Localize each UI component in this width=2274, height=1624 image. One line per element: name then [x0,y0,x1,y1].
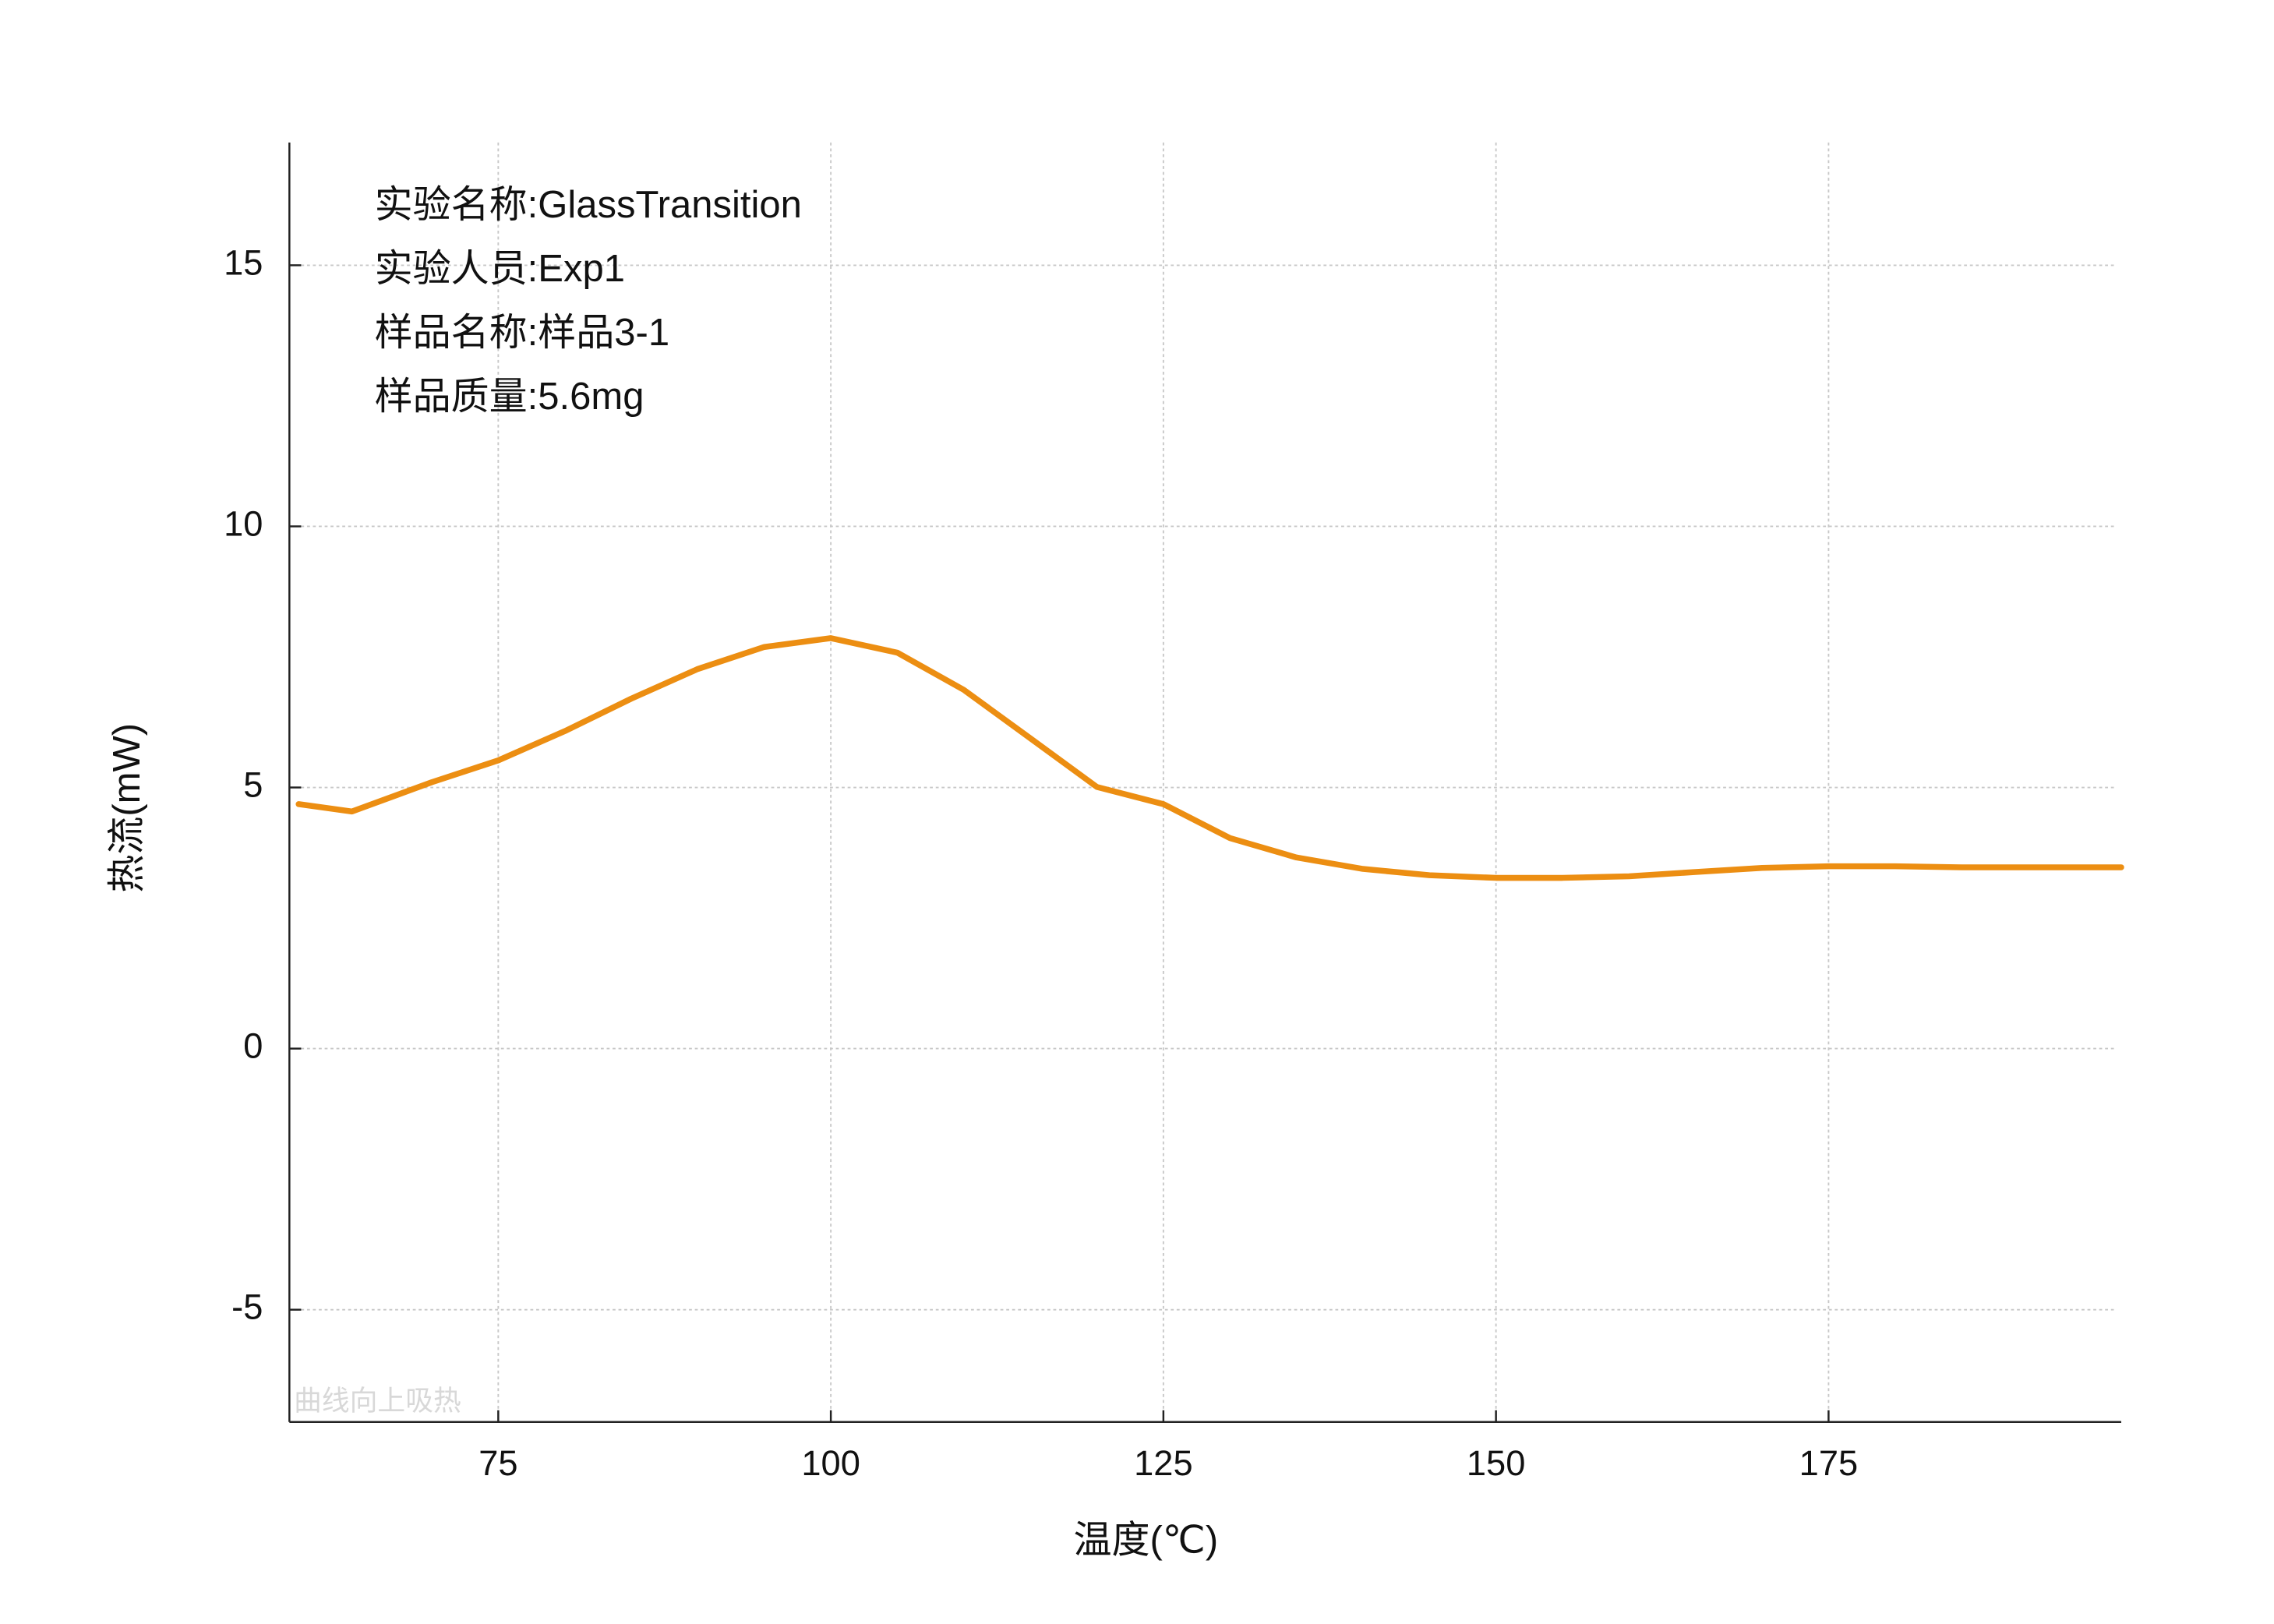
x-axis-label: 温度(℃) [1073,1519,1218,1561]
y-tick-label: 15 [224,242,263,282]
y-tick-label: 0 [243,1026,263,1066]
y-tick-label: 5 [243,764,263,804]
line-series [295,635,2124,881]
x-tick-label: 75 [478,1443,517,1483]
x-tick-label: 175 [1799,1443,1858,1483]
annotation: 实验名称:GlassTransition [375,184,802,226]
x-tick-label: 100 [801,1443,860,1483]
x-tick-label: 150 [1467,1443,1525,1483]
annotation: 实验人员:Exp1 [375,248,625,290]
note: 曲线向上吸热 [294,1386,461,1417]
x-tick-label: 125 [1134,1443,1192,1483]
y-axis-label: 热流(mW) [106,723,148,893]
y-tick-label: -5 [231,1287,263,1327]
y-tick-label: 10 [224,503,263,543]
annotation: 样品质量:5.6mg [375,376,644,418]
annotation: 样品名称:样品3-1 [375,312,669,354]
